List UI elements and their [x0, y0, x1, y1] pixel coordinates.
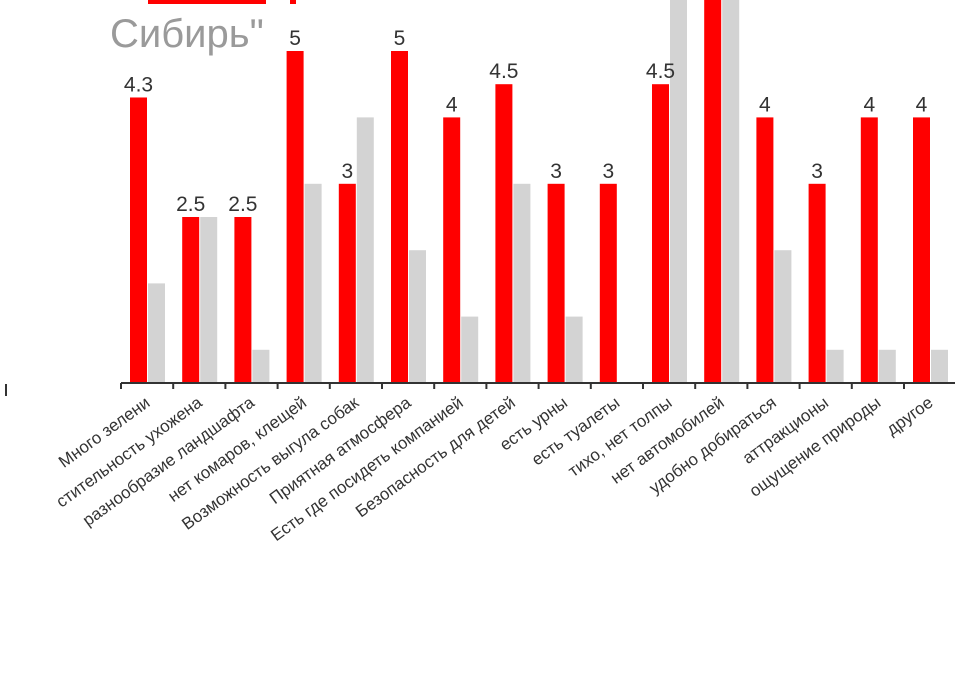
bar-series-2-13 [826, 349, 844, 383]
data-label-1: 2.5 [176, 193, 205, 216]
bar-series-2-4 [356, 117, 374, 384]
data-label-4: 3 [341, 160, 353, 183]
bar-series-1-7 [495, 84, 513, 383]
data-label-14: 4 [863, 93, 875, 116]
bar-series-2-0 [148, 283, 165, 383]
data-label-7: 4.5 [489, 60, 518, 83]
bar-series-1-0 [130, 97, 147, 383]
bars-group [130, 0, 948, 384]
bar-series-2-2 [252, 349, 270, 383]
bar-series-2-3 [304, 183, 322, 383]
data-label-6: 4 [446, 93, 458, 116]
data-label-5: 5 [394, 27, 406, 50]
bar-series-1-4 [338, 183, 356, 383]
bar-series-1-1 [182, 217, 200, 383]
data-label-3: 5 [289, 27, 301, 50]
title-fragment-bar-2 [290, 0, 296, 4]
bar-series-2-7 [513, 183, 531, 383]
bar-series-1-15 [913, 117, 930, 384]
bar-series-2-1 [200, 217, 218, 383]
data-label-8: 3 [550, 160, 562, 183]
bar-series-2-10 [670, 0, 687, 383]
data-label-0: 4.3 [124, 73, 153, 96]
bar-series-2-11 [722, 0, 740, 383]
bar-series-2-6 [461, 316, 479, 383]
bar-series-2-5 [409, 250, 426, 383]
bar-series-1-8 [547, 183, 565, 383]
data-label-2: 2.5 [228, 193, 257, 216]
title-fragment-bar [148, 0, 266, 4]
left-edge-mark [0, 384, 7, 396]
bar-series-1-2 [234, 217, 252, 383]
bar-series-1-14 [860, 117, 878, 384]
bar-series-2-15 [931, 349, 948, 383]
bar-series-2-14 [878, 349, 896, 383]
value-labels-group: 4.3 2.5 2.5 5 3 5 4 4.5 3 3 4.5 4 3 4 4 [124, 27, 928, 216]
data-label-13: 3 [811, 160, 823, 183]
data-label-10: 4.5 [646, 60, 675, 83]
bar-series-1-12 [756, 117, 774, 384]
x-axis [120, 382, 955, 389]
bar-series-1-3 [286, 51, 304, 383]
bar-series-1-5 [391, 51, 408, 383]
chart-subtitle: Сибирь" [110, 12, 264, 56]
bar-series-1-11 [704, 0, 722, 383]
bar-series-2-12 [774, 250, 792, 383]
data-label-12: 4 [759, 93, 771, 116]
data-label-9: 3 [602, 160, 614, 183]
bar-series-1-13 [808, 183, 826, 383]
bar-series-1-6 [443, 117, 461, 384]
bar-series-1-10 [652, 84, 669, 383]
bar-series-2-8 [565, 316, 583, 383]
data-label-15: 4 [916, 93, 928, 116]
bar-series-1-9 [599, 183, 617, 383]
category-label-15: другое [883, 393, 937, 439]
